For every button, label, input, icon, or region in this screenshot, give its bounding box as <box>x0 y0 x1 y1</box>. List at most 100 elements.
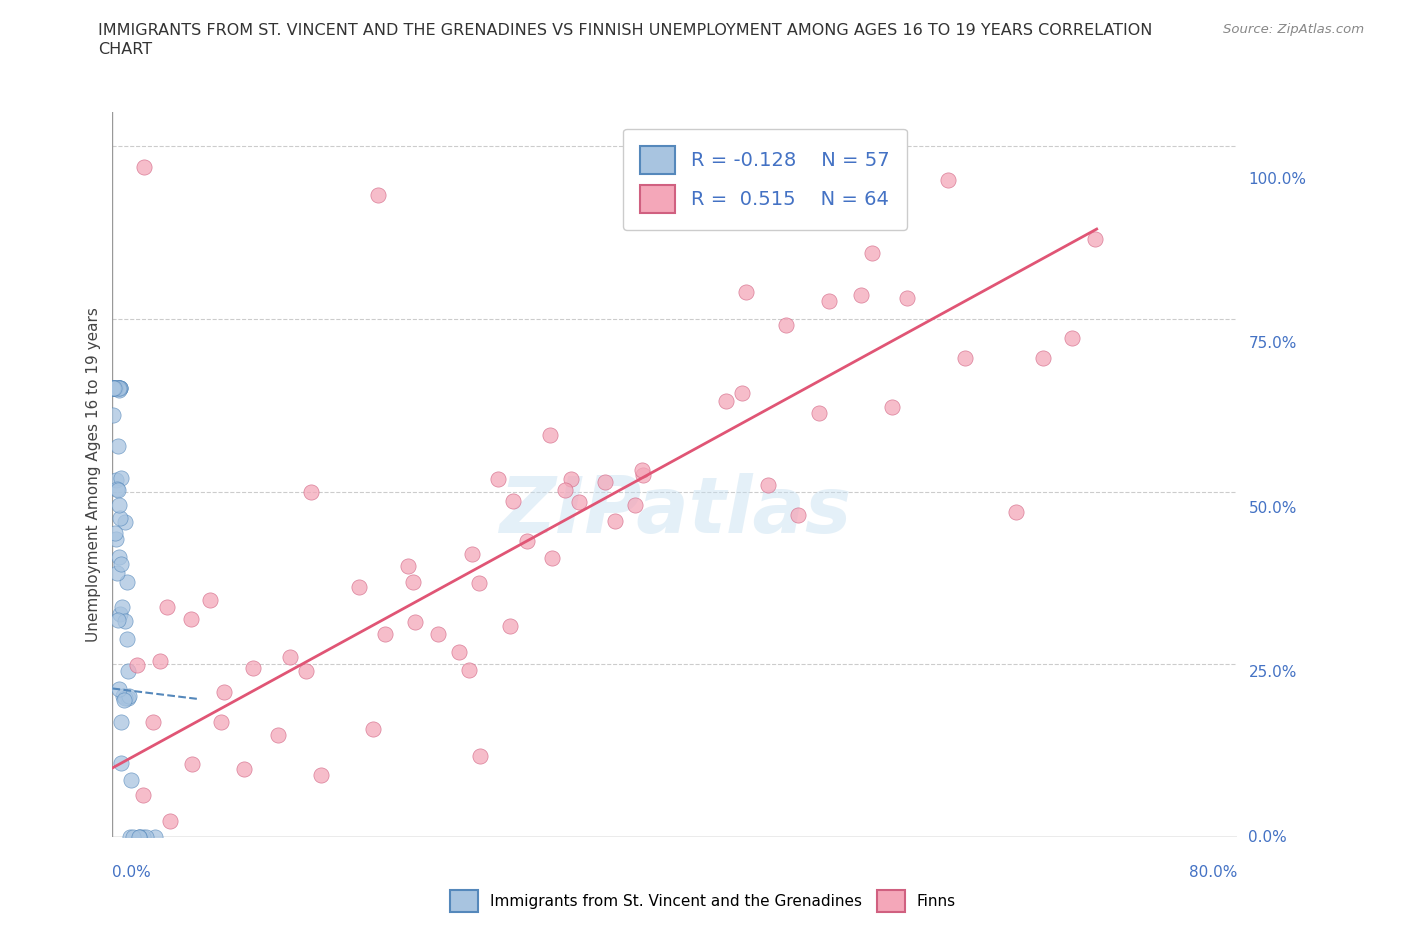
Point <box>110 756 132 771</box>
Point <box>107 498 129 512</box>
Point <box>108 380 131 395</box>
Point <box>104 380 127 395</box>
Point <box>110 471 132 485</box>
Point <box>233 762 256 777</box>
Point <box>541 551 564 565</box>
Text: 25.0%: 25.0% <box>1249 665 1296 680</box>
Point <box>128 830 150 844</box>
Point <box>278 649 301 664</box>
Point <box>734 285 756 299</box>
Point <box>502 493 524 508</box>
Point <box>593 474 616 489</box>
Point <box>118 830 141 844</box>
Point <box>470 749 492 764</box>
Point <box>128 830 150 844</box>
Point <box>299 485 322 499</box>
Point <box>107 380 129 395</box>
Point <box>402 575 425 590</box>
Point <box>775 318 797 333</box>
Point <box>198 592 221 607</box>
Point <box>131 830 153 844</box>
Point <box>936 172 959 187</box>
Point <box>156 600 179 615</box>
Point <box>111 688 134 703</box>
Point <box>108 380 131 395</box>
Point <box>499 618 522 633</box>
Point <box>1004 505 1026 520</box>
Point <box>309 768 332 783</box>
Point <box>135 830 157 844</box>
Point <box>786 508 808 523</box>
Point <box>105 482 128 497</box>
Text: 80.0%: 80.0% <box>1189 865 1237 880</box>
Point <box>461 547 484 562</box>
Point <box>108 511 131 525</box>
Point <box>104 525 127 540</box>
Point <box>105 565 128 580</box>
Point <box>896 290 918 305</box>
Point <box>115 632 138 647</box>
Point <box>560 472 582 486</box>
Point <box>880 399 903 414</box>
Text: 100.0%: 100.0% <box>1249 171 1306 187</box>
Point <box>128 830 150 844</box>
Text: 0.0%: 0.0% <box>112 865 152 880</box>
Text: 75.0%: 75.0% <box>1249 336 1296 351</box>
Point <box>267 728 290 743</box>
Point <box>108 380 131 395</box>
Legend: R = -0.128    N = 57, R =  0.515    N = 64: R = -0.128 N = 57, R = 0.515 N = 64 <box>623 128 907 231</box>
Point <box>295 663 318 678</box>
Point <box>117 663 139 678</box>
Point <box>159 814 181 829</box>
Point <box>568 495 591 510</box>
Point <box>367 187 389 202</box>
Point <box>860 246 883 260</box>
Point <box>211 714 233 729</box>
Text: Source: ZipAtlas.com: Source: ZipAtlas.com <box>1223 23 1364 36</box>
Point <box>1060 331 1083 346</box>
Text: 50.0%: 50.0% <box>1249 500 1296 515</box>
Point <box>105 531 128 546</box>
Point <box>242 661 264 676</box>
Point <box>1084 232 1107 246</box>
Point <box>103 380 125 395</box>
Point <box>114 614 136 629</box>
Text: 0.0%: 0.0% <box>1249 830 1286 844</box>
Point <box>131 788 153 803</box>
Point <box>110 380 132 395</box>
Point <box>538 428 561 443</box>
Text: CHART: CHART <box>98 42 152 57</box>
Point <box>396 559 419 574</box>
Point <box>631 468 654 483</box>
Point <box>122 830 145 844</box>
Point <box>115 575 138 590</box>
Point <box>631 462 654 477</box>
Point <box>603 513 626 528</box>
Point <box>127 658 149 672</box>
Point <box>554 483 576 498</box>
Point <box>516 533 538 548</box>
Point <box>103 380 125 395</box>
Point <box>107 380 129 395</box>
Y-axis label: Unemployment Among Ages 16 to 19 years: Unemployment Among Ages 16 to 19 years <box>86 307 101 642</box>
Point <box>953 351 976 365</box>
Point <box>363 722 385 737</box>
Point <box>212 685 235 700</box>
Point <box>105 380 128 395</box>
Point <box>114 690 136 705</box>
Point <box>447 644 470 659</box>
Point <box>103 380 124 395</box>
Point <box>349 580 371 595</box>
Point <box>427 627 450 642</box>
Point <box>108 381 131 396</box>
Point <box>110 715 132 730</box>
Point <box>458 662 481 677</box>
Point <box>104 380 127 395</box>
Point <box>107 439 129 454</box>
Point <box>108 550 131 565</box>
Point <box>118 688 141 703</box>
Point <box>104 380 127 395</box>
Legend: Immigrants from St. Vincent and the Grenadines, Finns: Immigrants from St. Vincent and the Gren… <box>444 884 962 918</box>
Point <box>120 773 142 788</box>
Point <box>142 714 165 729</box>
